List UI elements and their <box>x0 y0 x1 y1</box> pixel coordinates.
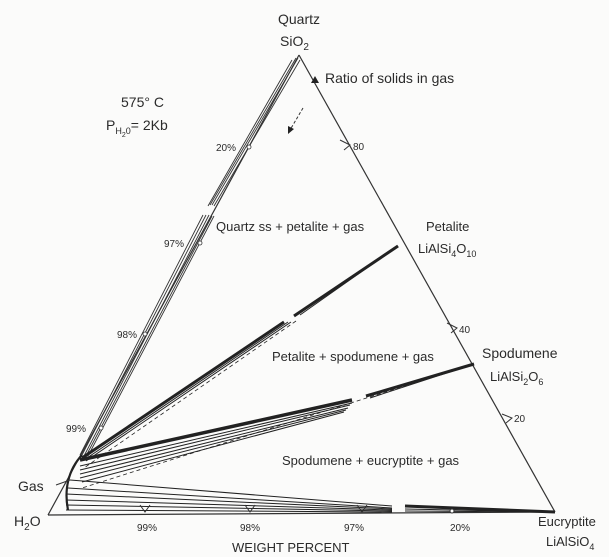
gas-label: Gas <box>18 478 44 494</box>
bottom-tick-marks <box>139 504 455 514</box>
bottom-tick-97: 97% <box>344 523 364 534</box>
left-tick-99: 99% <box>66 424 86 435</box>
spodumene-name: Spodumene <box>482 345 558 361</box>
left-tick-97: 97% <box>164 239 184 250</box>
petalite-tie-lines <box>81 244 399 469</box>
right-tick-40: 40 <box>459 325 471 336</box>
petalite-name: Petalite <box>426 219 469 234</box>
temperature-label: 575° C <box>121 94 164 110</box>
axis-label: WEIGHT PERCENT <box>232 540 350 555</box>
bottom-tick-98: 98% <box>240 523 260 534</box>
triangle-outline <box>47 54 556 516</box>
ratio-arrow <box>288 76 319 134</box>
quartz-name: Quartz <box>278 11 320 27</box>
petalite-formula: LiAlSi4O10 <box>418 241 476 259</box>
ratio-label: Ratio of solids in gas <box>325 70 454 86</box>
bottom-tick-20: 20% <box>450 523 470 534</box>
field-spodumene-eucryptite: Spodumene + eucryptite + gas <box>282 453 460 468</box>
left-tick-20: 20% <box>216 143 236 154</box>
field-quartz-petalite: Quartz ss + petalite + gas <box>216 219 365 234</box>
gas-curve <box>65 454 83 511</box>
left-tick-marks <box>98 144 252 431</box>
bottom-tick-99: 99% <box>137 523 157 534</box>
gas-pointer-line <box>55 479 71 486</box>
quartz-formula: SiO2 <box>280 33 309 53</box>
field-petalite-spodumene: Petalite + spodumene + gas <box>272 349 434 364</box>
right-tick-80: 80 <box>353 142 365 153</box>
h2o-label: H2O <box>14 513 41 533</box>
left-tick-98: 98% <box>117 330 137 341</box>
pressure-label: PH20= 2Kb <box>106 117 168 139</box>
eucryptite-tie-lines <box>65 479 556 514</box>
right-tick-marks <box>339 139 513 424</box>
spodumene-formula: LiAlSi2O6 <box>490 369 543 387</box>
left-edge <box>47 54 300 516</box>
right-edge <box>298 54 556 513</box>
quartz-tie-lines <box>79 57 301 457</box>
eucryptite-name: Eucryptite <box>538 514 596 529</box>
eucryptite-formula: LiAlSiO4 <box>546 534 594 552</box>
spodumene-tie-lines <box>79 362 475 489</box>
bottom-edge <box>47 511 556 516</box>
right-tick-20: 20 <box>514 414 526 425</box>
